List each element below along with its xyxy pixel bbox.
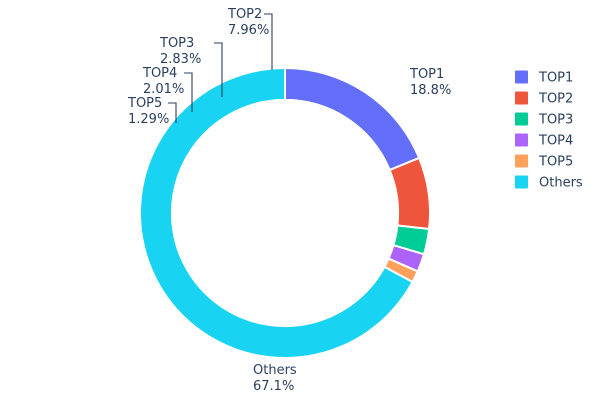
- slice-label-name: TOP5: [127, 96, 162, 111]
- slice-label-percent: 7.96%: [228, 23, 269, 38]
- leader-line-top2: [264, 13, 273, 70]
- legend-swatch-top5: [515, 154, 528, 168]
- legend-swatch-others: [515, 175, 528, 189]
- legend-item-top4[interactable]: TOP4: [515, 133, 573, 149]
- slice-label-top4: TOP4 2.01%: [142, 66, 184, 97]
- leader-lines: [168, 13, 273, 123]
- legend-swatch-top4: [515, 133, 528, 147]
- slice-label-percent: 18.8%: [410, 83, 451, 98]
- legend-label: Others: [539, 176, 583, 191]
- slice-label-top3: TOP3 2.83%: [159, 36, 201, 67]
- slice-labels: TOP1 18.8% TOP2 7.96% TOP3 2.83%TOP4 2.01%TOP5…: [127, 7, 451, 394]
- legend-label: TOP1: [538, 71, 573, 86]
- legend-item-top1[interactable]: TOP1: [515, 70, 573, 86]
- legend-swatch-top3: [515, 112, 528, 126]
- slice-label-percent: 2.83%: [160, 52, 201, 67]
- slice-label-name: TOP2: [227, 7, 262, 22]
- leader-line-top4: [184, 72, 193, 112]
- leader-line-top3: [214, 42, 223, 97]
- slice-label-name: TOP1: [409, 67, 444, 82]
- slice-label-name: Others: [253, 363, 297, 378]
- legend-item-top5[interactable]: TOP5: [515, 154, 573, 170]
- legend-swatch-top1: [515, 70, 528, 84]
- slice-label-percent: 67.1%: [253, 379, 294, 394]
- slice-label-name: TOP4: [142, 66, 177, 81]
- legend-label: TOP4: [538, 134, 573, 149]
- legend-swatch-top2: [515, 91, 528, 105]
- pie-sectors[interactable]: [139, 66, 431, 359]
- legend-label: TOP5: [538, 155, 573, 170]
- legend-label: TOP3: [538, 113, 573, 128]
- slice-label-top5: TOP5 1.29%: [127, 96, 169, 127]
- slice-label-top2: TOP2 7.96%: [227, 7, 269, 38]
- slice-label-others: Others 67.1%: [253, 363, 297, 394]
- legend-item-top3[interactable]: TOP3: [515, 112, 573, 128]
- leader-line-top5: [168, 102, 177, 123]
- slice-label-percent: 2.01%: [143, 82, 184, 97]
- slice-label-percent: 1.29%: [128, 112, 169, 127]
- legend-item-top2[interactable]: TOP2: [515, 91, 573, 107]
- slice-label-name: TOP3: [159, 36, 194, 51]
- legend-label: TOP2: [538, 92, 573, 107]
- slice-label-top1: TOP1 18.8%: [409, 67, 451, 98]
- pie-slice-others[interactable]: [139, 66, 414, 359]
- chart-legend[interactable]: TOP1 TOP2 TOP3 TOP4 TOP5 Others: [515, 70, 583, 191]
- legend-item-others[interactable]: Others: [515, 175, 583, 191]
